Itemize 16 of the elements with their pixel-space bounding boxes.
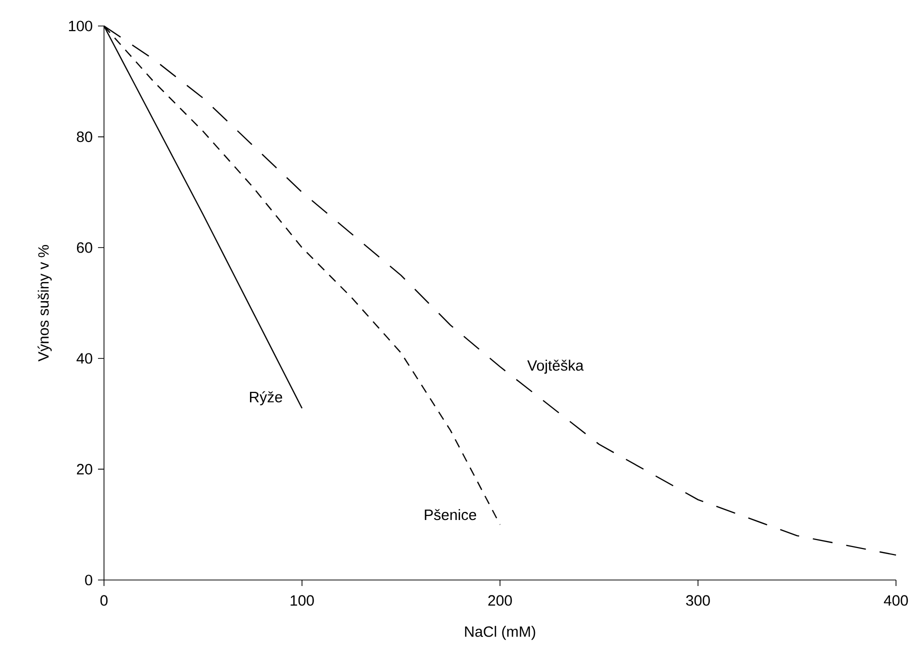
y-tick-label: 20 [76,464,92,474]
x-tick-label: 300 [686,595,710,606]
x-tick-label: 200 [488,595,512,606]
y-tick-label: 80 [76,132,92,142]
y-tick-label: 40 [76,353,92,364]
x-tick-label: 0 [100,595,108,606]
series-label: Vojtěška [527,360,584,374]
y-tick-label: 0 [85,574,92,586]
y-tick-label: 60 [76,242,92,253]
x-tick-label: 400 [884,595,908,606]
y-axis-title: Výnos sušiny v % [38,245,52,362]
x-axis-title: NaCl (mM) [465,626,536,640]
x-tick-label: 100 [290,595,314,606]
y-tick-label: 100 [69,20,92,32]
series-label: Rýže [250,391,282,406]
series-label: Pšenice [424,509,476,520]
